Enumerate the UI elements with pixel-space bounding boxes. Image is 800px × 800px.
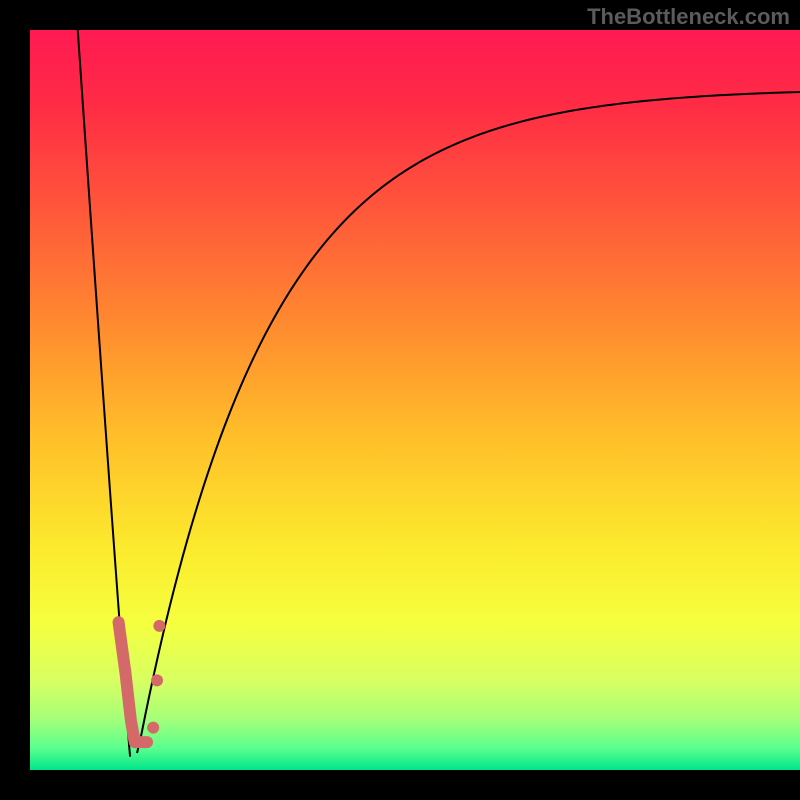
chart-svg: [0, 0, 800, 800]
chart-container: { "watermark": { "text": "TheBottleneck.…: [0, 0, 800, 800]
accent-dot: [151, 674, 163, 686]
plot-background: [30, 30, 800, 770]
accent-dot: [153, 620, 165, 632]
watermark-text: TheBottleneck.com: [587, 4, 790, 30]
accent-dot: [147, 722, 159, 734]
